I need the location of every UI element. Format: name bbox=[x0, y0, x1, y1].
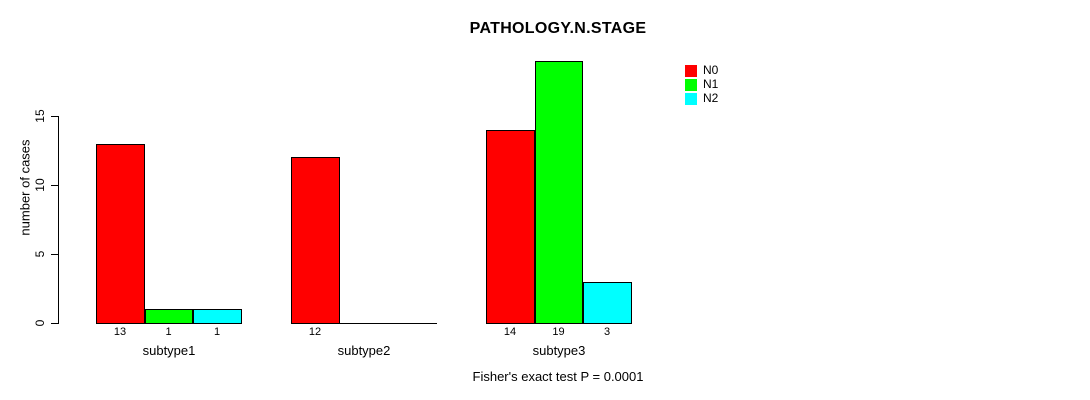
x-category-label-subtype2: subtype2 bbox=[337, 343, 391, 358]
y-tick-label: 15 bbox=[33, 109, 47, 123]
legend-label-n2: N2 bbox=[703, 91, 719, 105]
legend-swatch-n1 bbox=[685, 78, 697, 91]
bar-value-label: 1 bbox=[213, 326, 221, 338]
legend-item-n1: N1 bbox=[685, 78, 718, 91]
y-tick-mark bbox=[51, 254, 58, 255]
legend: N0 N1 N2 bbox=[685, 64, 718, 106]
y-axis-line bbox=[58, 116, 59, 324]
chart-title: PATHOLOGY.N.STAGE bbox=[469, 20, 647, 37]
legend-label-n1: N1 bbox=[703, 77, 719, 91]
y-tick-label: 10 bbox=[33, 178, 47, 192]
bar-subtype3-n2 bbox=[583, 281, 632, 324]
legend-label-n0: N0 bbox=[703, 63, 719, 77]
bar-value-label: 14 bbox=[503, 326, 517, 338]
legend-swatch-n2 bbox=[685, 92, 697, 105]
y-tick-mark bbox=[51, 323, 58, 324]
y-tick-label: 0 bbox=[33, 319, 47, 327]
bar-subtype3-n0 bbox=[486, 129, 535, 324]
bar-subtype1-n2 bbox=[193, 309, 242, 324]
y-tick-label: 5 bbox=[33, 250, 47, 258]
x-category-label-subtype3: subtype3 bbox=[532, 343, 586, 358]
bar-value-label: 1 bbox=[165, 326, 172, 338]
legend-item-n2: N2 bbox=[685, 92, 718, 105]
bar-value-label: 12 bbox=[308, 326, 322, 338]
bar-value-label: 19 bbox=[552, 326, 565, 338]
group-baseline bbox=[291, 323, 437, 324]
bar-subtype3-n1 bbox=[534, 60, 583, 324]
x-category-label-subtype1: subtype1 bbox=[142, 343, 196, 358]
legend-item-n0: N0 bbox=[685, 64, 718, 77]
bar-value-label: 3 bbox=[603, 326, 611, 338]
y-tick-mark bbox=[51, 185, 58, 186]
bar-subtype1-n1 bbox=[144, 309, 193, 324]
bar-value-label: 13 bbox=[113, 326, 127, 338]
y-axis-label: number of cases bbox=[17, 139, 33, 236]
bar-subtype2-n0 bbox=[291, 157, 340, 324]
annotation-fisher-test: Fisher's exact test P = 0.0001 bbox=[472, 369, 644, 384]
legend-swatch-n0 bbox=[685, 64, 697, 77]
bar-subtype1-n0 bbox=[96, 143, 145, 324]
y-tick-mark bbox=[51, 116, 58, 117]
